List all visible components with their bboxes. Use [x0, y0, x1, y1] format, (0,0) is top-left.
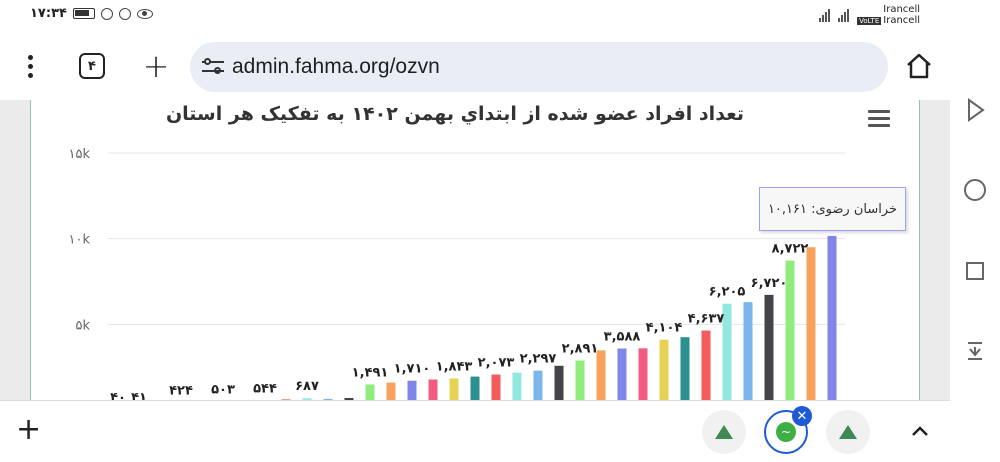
status-bar: ۱۷:۳۴ Irancell VoLTE Irancell	[0, 0, 950, 30]
data-label: ۲,۲۹۷	[520, 352, 557, 367]
y-tick-label: ۱۰k	[69, 233, 91, 248]
battery-icon	[72, 8, 95, 19]
data-label: ۸,۷۲۲	[772, 242, 809, 257]
data-label: ۴۲۴	[169, 384, 193, 399]
nav-hide-icon[interactable]	[964, 340, 986, 362]
tent-icon	[715, 425, 733, 439]
active-tab-thumbnail[interactable]: ~	[764, 410, 808, 454]
bar	[428, 379, 438, 400]
carrier-1: Irancell	[883, 4, 920, 15]
status-time: ۱۷:۳۴	[30, 6, 67, 21]
status-right: Irancell VoLTE Irancell	[819, 2, 920, 27]
bar	[365, 384, 375, 400]
bar	[344, 398, 354, 400]
data-label: ۵۴۴	[253, 382, 277, 397]
bar	[785, 260, 795, 400]
data-label: ۵۰۳	[211, 382, 235, 397]
data-label: ۳,۵۸۸	[604, 330, 641, 345]
home-icon[interactable]	[903, 50, 935, 82]
chart-menu-icon[interactable]	[868, 110, 890, 127]
tab-thumbnail-icon[interactable]	[702, 410, 746, 454]
bar	[449, 378, 459, 400]
bar	[491, 374, 501, 400]
site-settings-icon[interactable]	[202, 58, 224, 76]
chart-tooltip: خراسان رضوی: ۱۰,۱۶۱	[759, 187, 906, 231]
data-label: ۲,۰۷۳	[478, 355, 515, 370]
tooltip-value: ۱۰,۱۶۱	[767, 201, 807, 217]
data-label: ۶,۲۰۵	[709, 285, 746, 300]
bottom-bar: + ~ ✕	[0, 400, 950, 462]
bar	[764, 294, 774, 400]
bar	[512, 372, 522, 400]
bar	[638, 348, 648, 400]
bar	[596, 350, 606, 400]
bar	[575, 360, 585, 400]
bar-chart: ۰۵k۱۰k۱۵k۴۰۴۱۴۲۴۵۰۳۵۴۴۶۸۷۱,۴۹۱۱,۷۱۰۱,۸۴۳…	[69, 147, 854, 400]
data-label: ۴,۱۰۴	[646, 321, 683, 336]
y-tick-label: ۱۵k	[69, 147, 91, 162]
page-content: تعداد افراد عضو شده از ابتداي بهمن ۱۴۰۲ …	[0, 100, 950, 400]
nav-back-icon[interactable]	[966, 98, 986, 122]
bar	[743, 302, 753, 400]
new-tab-button[interactable]: +	[142, 47, 170, 85]
data-label: ۴۱	[131, 390, 147, 400]
data-label: ۴,۶۳۷	[688, 312, 725, 327]
signal-1-icon	[819, 8, 831, 22]
tab-switcher-button[interactable]: ۴	[79, 53, 105, 79]
bar	[323, 398, 333, 400]
nav-recents-icon[interactable]	[966, 262, 984, 280]
browser-toolbar: ۴ + admin.fahma.org/ozvn	[0, 38, 950, 96]
signal-2-icon	[838, 8, 850, 22]
tab-thumbnail-icon[interactable]	[826, 410, 870, 454]
bar	[701, 330, 711, 400]
data-label: ۱,۸۴۳	[436, 359, 473, 374]
tooltip-label: خراسان رضوی:	[811, 201, 898, 217]
chart-title: تعداد افراد عضو شده از ابتداي بهمن ۱۴۰۲ …	[165, 103, 745, 125]
messenger-icon: ~	[776, 422, 796, 442]
y-tick-label: ۵k	[75, 318, 90, 333]
data-label: ۶۸۷	[295, 379, 319, 394]
bar	[617, 348, 627, 400]
eye-comfort-icon	[136, 8, 153, 19]
carrier-2: Irancell	[883, 15, 920, 26]
system-nav-bar	[950, 0, 1000, 462]
bar	[470, 376, 480, 400]
carrier-labels: Irancell VoLTE Irancell	[857, 4, 920, 27]
bar	[680, 337, 690, 400]
bar	[722, 303, 732, 400]
address-bar[interactable]: admin.fahma.org/ozvn	[190, 42, 888, 92]
nav-home-icon[interactable]	[964, 179, 986, 201]
data-label: ۱,۴۹۱	[352, 365, 389, 380]
data-label: ۴۰	[110, 390, 126, 400]
bar	[827, 235, 837, 400]
data-label: ۶,۷۲۰	[751, 276, 788, 291]
data-label: ۲,۸۹۱	[562, 341, 599, 356]
plus-icon[interactable]: +	[16, 412, 42, 447]
close-icon[interactable]: ✕	[792, 406, 812, 426]
bar	[806, 247, 816, 400]
sync-icon	[118, 7, 131, 20]
bar	[659, 339, 669, 400]
chevron-up-icon[interactable]	[908, 419, 932, 443]
status-left: ۱۷:۳۴	[30, 6, 153, 21]
url-text[interactable]: admin.fahma.org/ozvn	[232, 55, 440, 78]
bar	[407, 380, 417, 400]
bar	[302, 398, 312, 400]
volte-badge: VoLTE	[857, 17, 882, 25]
alarm-icon	[100, 7, 113, 20]
tent-icon	[839, 425, 857, 439]
bar	[533, 370, 543, 400]
bar	[386, 382, 396, 400]
bar	[281, 399, 291, 400]
bar	[554, 365, 564, 400]
data-label: ۱,۷۱۰	[394, 362, 431, 377]
menu-dots-icon[interactable]	[18, 50, 42, 82]
